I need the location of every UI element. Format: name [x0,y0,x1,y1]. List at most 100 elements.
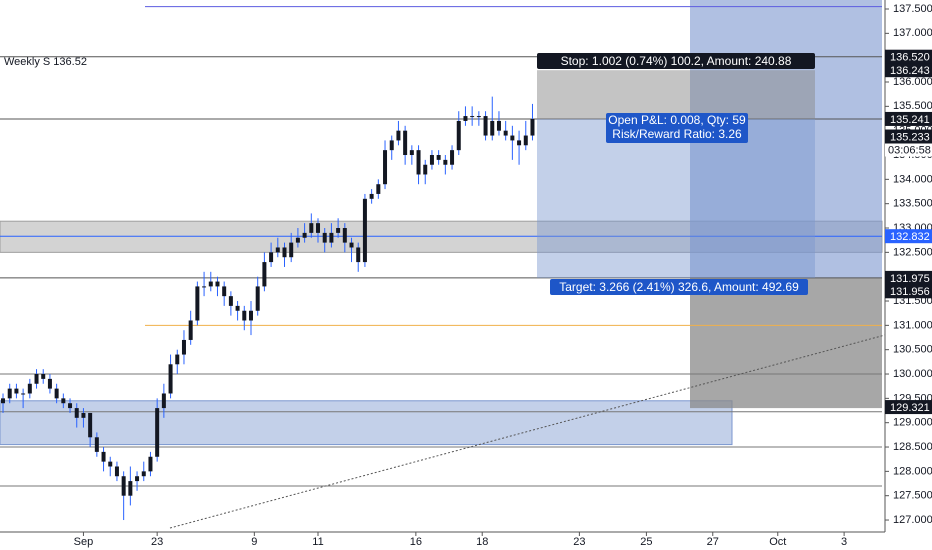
candle-body [530,118,535,136]
candle-body [369,193,374,199]
price-tag-bg [885,111,932,126]
y-tick-label: 136.000 [893,76,932,88]
y-tick-label: 132.500 [893,246,932,258]
candle-body [423,164,428,175]
candle-body [362,198,367,263]
candle-body [389,140,394,151]
candle-body [436,155,441,160]
candle-body [135,476,140,482]
candle-body [161,393,166,409]
candle-body [269,252,274,263]
candle-body [342,228,347,243]
candle-body [108,461,113,467]
candle-body [383,150,388,185]
candle-body [450,150,455,165]
y-tick-label: 137.000 [893,27,932,39]
candle-body [47,378,52,389]
candle-body [68,403,73,409]
y-tick-label: 127.500 [893,490,932,502]
price-tag: 135.233 [890,131,930,143]
candle-body [88,412,93,438]
x-tick-label: 25 [640,536,652,548]
price-tag-bg [885,400,932,415]
y-tick-label: 133.500 [893,198,932,210]
candle-body [262,262,267,287]
countdown: 03:06:58 [888,144,931,156]
candle-body [255,286,260,311]
price-tag-bg [885,229,932,244]
candle-body [409,150,414,156]
countdown-bg [885,143,932,157]
candle-body [329,232,334,243]
y-tick-label: 134.000 [893,173,932,185]
candle-body [74,408,79,418]
candle-body [1,398,6,404]
candle-body [356,247,361,263]
candle-body [155,408,160,457]
y-tick-label: 127.000 [893,514,932,526]
price-tag-bg [885,49,932,64]
candle-body [54,388,59,399]
candle-body [302,232,307,238]
y-tick-label: 135.500 [893,100,932,112]
candle-body [289,242,294,258]
candle-body [94,437,99,452]
candle-body [517,140,522,146]
x-tick-label: 18 [476,536,488,548]
candle-body [322,232,327,243]
y-tick-label: 130.000 [893,368,932,380]
candle-body [175,354,180,365]
candle-body [27,383,32,394]
candle-body [416,150,421,175]
candle-body [34,374,39,384]
x-tick-label: 11 [312,536,323,548]
x-tick-label: 16 [410,536,422,548]
candle-body [490,120,495,136]
candle-body [188,320,193,340]
candle-body [235,305,240,311]
candle-body [463,116,468,121]
candle-body [510,135,515,141]
zone [0,400,733,446]
candle-body [483,116,488,136]
candle-body [195,286,200,321]
price-tag: 136.520 [890,52,930,64]
x-tick-label: 23 [573,536,585,548]
candle-body [101,451,106,462]
candle-body [14,388,19,394]
candle-body [21,393,26,395]
price-tag: 132.832 [890,231,930,243]
stop-label: Stop: 1.002 (0.74%) 100.2, Amount: 240.8… [561,54,792,68]
trend-line [169,334,886,529]
candle-body [295,237,300,243]
candle-body [248,310,253,321]
candle-body [41,374,46,379]
stop-box [537,70,815,119]
x-tick-label: 27 [707,536,719,548]
candle-body [114,466,119,477]
y-tick-label: 128.500 [893,441,932,453]
x-tick-label: Sep [74,536,94,548]
candle-body [456,120,461,151]
right-loss-area [690,277,882,409]
y-tick-label: 130.500 [893,344,932,356]
candle-body [141,471,146,477]
candle-body [228,296,233,306]
candle-body [443,159,448,165]
price-tag: 135.241 [890,114,930,126]
candle-body [316,223,321,233]
candle-body [168,364,173,394]
y-tick-label: 129.000 [893,417,932,429]
candle-body [376,184,381,194]
price-tag: 131.956 [890,286,930,298]
candle-body [181,339,186,355]
candle-body [61,398,66,404]
price-tag-bg [885,129,932,144]
candle-body [336,228,341,233]
candle-body [503,130,508,136]
candle-body [275,247,280,253]
pnl-bg [606,113,748,143]
x-tick-label: 23 [151,536,163,548]
candle-body [496,120,501,131]
